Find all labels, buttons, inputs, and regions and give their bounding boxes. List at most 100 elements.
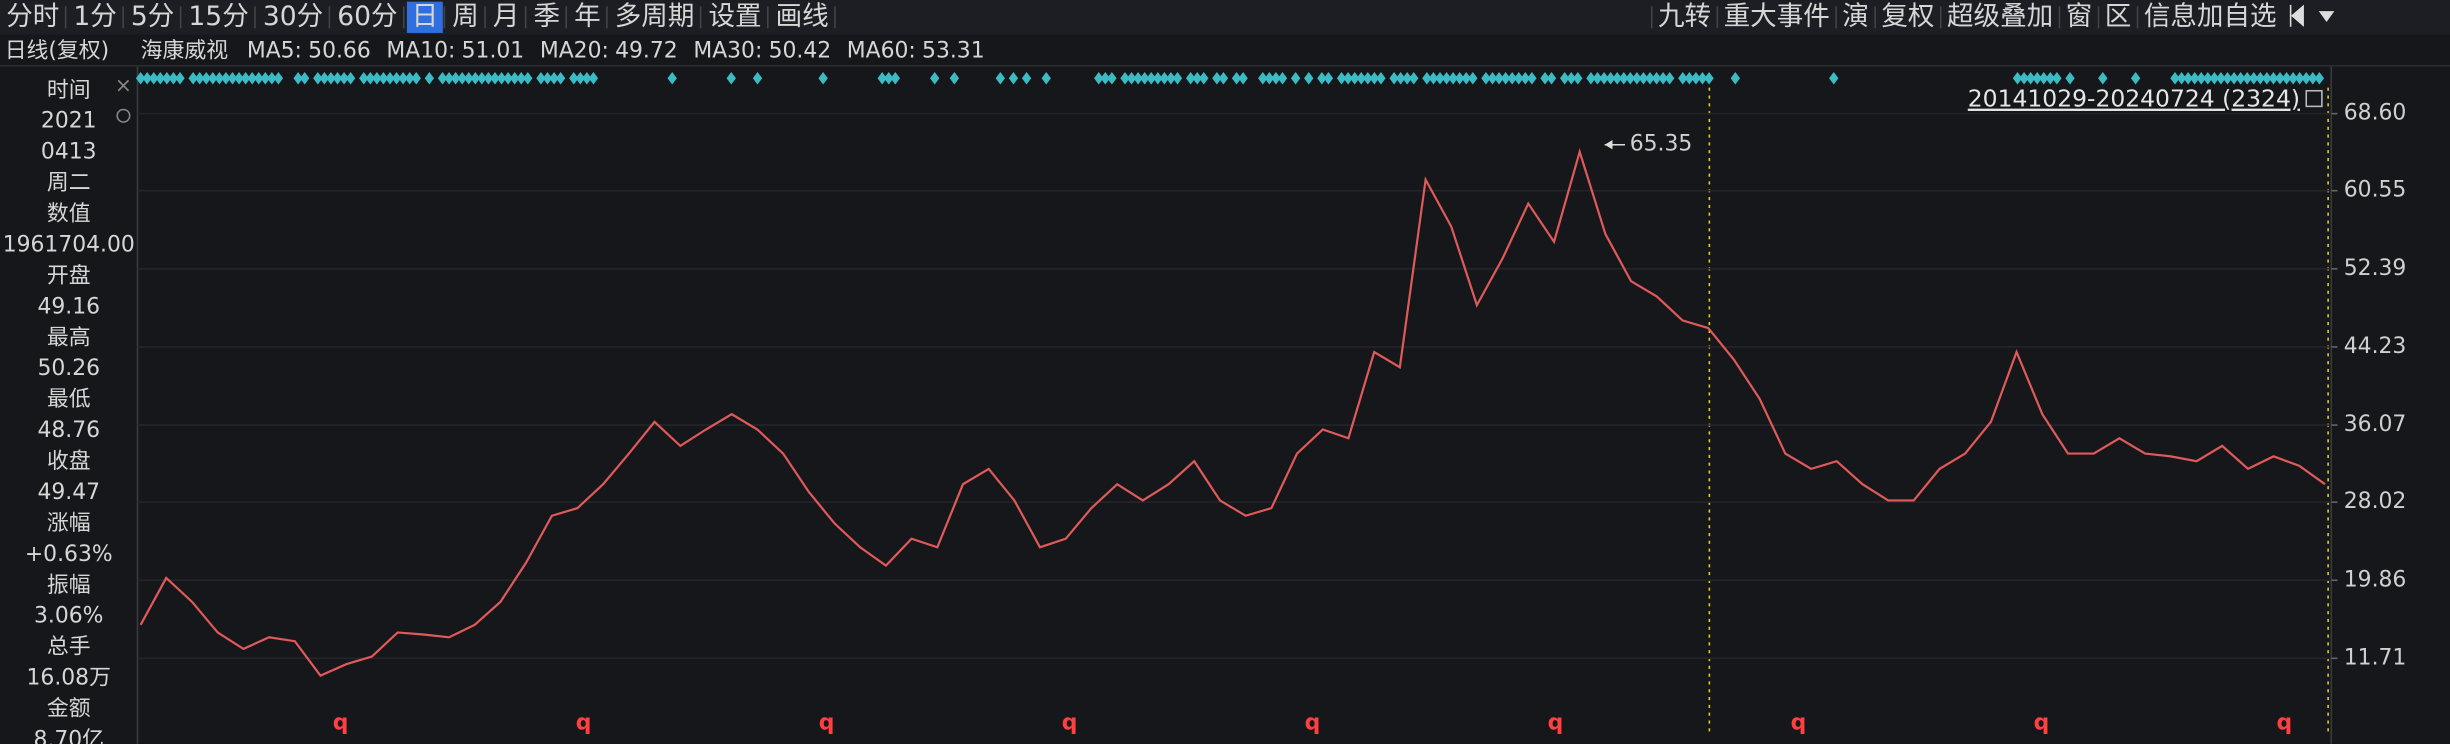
period-tab[interactable]: 月 (493, 1, 520, 32)
period-tab[interactable]: 画线 (776, 1, 829, 32)
event-marker (1199, 72, 1209, 85)
event-marker (345, 72, 356, 85)
ma-value: 49.72 (615, 39, 678, 64)
ma-value: 53.31 (922, 39, 985, 64)
period-tab[interactable]: 5分 (131, 1, 174, 32)
info-row: 50.26 (37, 356, 100, 381)
collapse-icon[interactable] (2289, 4, 2304, 27)
period-tab[interactable]: 日 (412, 1, 439, 32)
event-marker (1520, 72, 1530, 85)
event-marker (2203, 72, 2213, 85)
event-marker (175, 72, 185, 85)
event-marker (359, 72, 369, 85)
y-tick-label: 19.86 (2344, 567, 2407, 592)
period-tab[interactable]: 15分 (188, 1, 248, 32)
period-tab[interactable]: 周 (452, 1, 479, 32)
settings-icon[interactable] (116, 108, 131, 123)
event-marker (2255, 72, 2265, 85)
period-tab[interactable]: 30分 (263, 1, 323, 32)
stock-name: 海康威视 (141, 39, 229, 64)
event-marker (1126, 72, 1137, 85)
event-marker (1350, 72, 1360, 85)
event-marker (1651, 72, 1662, 85)
bottom-marker: q (819, 711, 835, 736)
event-marker (254, 72, 264, 85)
period-tab[interactable]: 60分 (337, 1, 397, 32)
event-marker (667, 72, 677, 85)
dropdown-icon[interactable] (2318, 11, 2335, 22)
ma-value: 51.01 (462, 39, 525, 64)
period-tab[interactable]: 1分 (73, 1, 116, 32)
tool-button[interactable]: 信息加自选 (2144, 1, 2277, 32)
event-marker (372, 72, 382, 85)
event-marker (293, 72, 303, 85)
event-marker (818, 72, 828, 85)
event-marker (536, 72, 546, 85)
event-marker (510, 72, 520, 85)
bottom-marker: q (2277, 711, 2293, 736)
event-marker (995, 72, 1005, 85)
info-row: 收盘 (47, 449, 91, 474)
event-marker (221, 72, 231, 85)
event-marker (1369, 72, 1380, 85)
period-label: 日线(复权) (5, 39, 109, 64)
ma-label: MA20: (540, 39, 609, 64)
event-marker (1691, 72, 1701, 85)
period-tab[interactable]: 季 (533, 1, 560, 32)
event-marker (1435, 72, 1445, 85)
close-icon[interactable]: × (115, 73, 132, 97)
period-tab[interactable]: 设置 (708, 1, 761, 32)
tool-button[interactable]: 超级叠加 (1947, 1, 2053, 32)
info-row: 最低 (47, 387, 91, 412)
event-marker (2052, 72, 2062, 85)
event-marker (2032, 72, 2042, 85)
tool-button[interactable]: 复权 (1881, 1, 1934, 32)
info-row: 49.47 (37, 480, 100, 505)
event-marker (1159, 72, 1170, 85)
event-marker (227, 72, 238, 85)
event-marker (1619, 72, 1629, 85)
event-marker (1389, 72, 1399, 85)
event-marker (1271, 72, 1281, 85)
tool-button[interactable]: 重大事件 (1724, 1, 1830, 32)
event-marker (1317, 72, 1327, 85)
event-marker (1546, 72, 1557, 85)
event-marker (1448, 72, 1458, 85)
event-marker (391, 72, 402, 85)
period-tab[interactable]: 年 (574, 1, 601, 32)
event-marker (378, 72, 389, 85)
event-marker (2190, 72, 2200, 85)
tool-button[interactable]: 九转 (1658, 1, 1711, 32)
event-marker (523, 72, 533, 85)
ma-value: 50.66 (308, 39, 371, 64)
event-marker (2295, 72, 2305, 85)
event-marker (1264, 72, 1275, 85)
info-row: 涨幅 (47, 511, 91, 536)
event-marker (313, 72, 323, 85)
range-icon[interactable] (2305, 89, 2323, 108)
event-marker (1218, 72, 1229, 85)
bottom-marker: q (2034, 711, 2050, 736)
event-marker (1638, 72, 1649, 85)
tool-button[interactable]: 演 (1842, 1, 1869, 32)
info-row: 金额 (47, 697, 91, 722)
event-marker (2314, 72, 2325, 85)
event-marker (1192, 72, 1202, 85)
event-marker (2176, 72, 2187, 85)
tool-button[interactable]: 区 (2105, 1, 2132, 32)
event-marker (1422, 72, 1432, 85)
event-marker (260, 72, 270, 85)
event-marker (1363, 72, 1373, 85)
tool-button[interactable]: 窗 (2066, 1, 2093, 32)
event-marker (2065, 72, 2075, 85)
event-marker (1140, 72, 1150, 85)
event-marker (549, 72, 559, 85)
bottom-marker: q (1062, 711, 1078, 736)
period-tab[interactable]: 分时 (6, 1, 59, 32)
event-marker (2275, 72, 2285, 85)
event-marker (1573, 72, 1583, 85)
period-tab[interactable]: 多周期 (615, 1, 695, 32)
event-marker (1402, 72, 1412, 85)
event-marker (2130, 72, 2141, 85)
